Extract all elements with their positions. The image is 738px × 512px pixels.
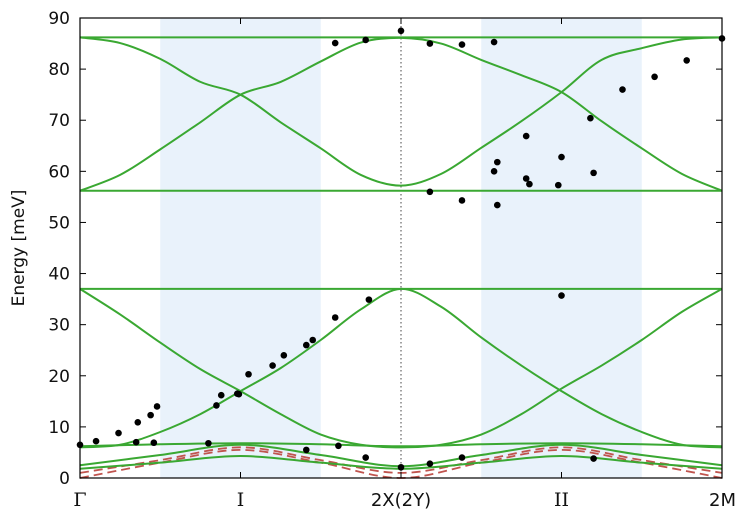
y-axis-ticks: 0 10 20 30 40 50 60 70 80 90 xyxy=(48,9,722,489)
measured-data-points xyxy=(76,27,726,471)
data-point-21 xyxy=(335,442,342,450)
data-point-24 xyxy=(397,463,405,471)
solid-curve-8 xyxy=(79,442,723,448)
data-point-39 xyxy=(490,38,498,46)
data-point-46 xyxy=(458,197,466,204)
data-point-9 xyxy=(153,403,161,410)
data-point-33 xyxy=(522,132,530,140)
data-point-18 xyxy=(309,336,317,344)
data-point-34 xyxy=(587,114,594,122)
x-tick-label: 2X(2Y) xyxy=(371,490,431,511)
x-tick-label: Γ xyxy=(73,489,86,511)
data-point-29 xyxy=(522,175,530,182)
data-point-49 xyxy=(558,292,565,299)
data-point-27 xyxy=(490,168,498,175)
data-point-42 xyxy=(397,27,405,35)
data-point-40 xyxy=(458,41,466,48)
data-point-23 xyxy=(362,454,369,461)
data-point-5 xyxy=(134,418,142,426)
solid-curve-3 xyxy=(79,36,723,187)
data-point-11 xyxy=(217,391,225,399)
data-point-32 xyxy=(558,153,565,161)
shaded-region-2 xyxy=(481,18,642,478)
data-point-14 xyxy=(235,390,243,398)
data-point-37 xyxy=(683,57,690,64)
data-point-10 xyxy=(213,402,220,409)
data-point-41 xyxy=(426,40,434,47)
data-point-3 xyxy=(115,429,122,437)
solid-curve-4 xyxy=(79,36,723,192)
data-point-8 xyxy=(147,411,154,419)
data-point-16 xyxy=(280,352,288,359)
y-tick-label: 80 xyxy=(48,60,70,80)
data-point-17 xyxy=(303,341,310,349)
y-axis-label: Energy [meV] xyxy=(9,190,29,307)
data-point-22 xyxy=(303,446,310,454)
y-tick-label: 50 xyxy=(48,213,70,233)
data-point-2 xyxy=(92,437,100,445)
y-tick-label: 60 xyxy=(48,162,70,182)
data-point-30 xyxy=(554,181,562,189)
data-point-6 xyxy=(150,439,158,447)
data-point-36 xyxy=(651,73,658,81)
x-axis-ticks: Γ I 2X(2Y) II 2M xyxy=(73,18,736,511)
data-point-48 xyxy=(526,180,533,188)
x-tick-label: I xyxy=(237,489,245,511)
data-point-20 xyxy=(365,296,373,303)
solid-curve-6 xyxy=(79,288,723,449)
data-point-47 xyxy=(494,201,501,209)
data-point-26 xyxy=(458,454,466,461)
y-tick-label: 40 xyxy=(48,265,70,285)
data-point-19 xyxy=(331,314,339,321)
data-point-25 xyxy=(426,460,434,467)
data-point-45 xyxy=(426,188,434,196)
y-tick-label: 30 xyxy=(48,316,70,336)
data-point-13 xyxy=(245,370,252,378)
x-tick-label: II xyxy=(554,489,569,511)
data-point-50 xyxy=(590,455,597,462)
x-tick-label: 2M xyxy=(709,490,736,511)
y-tick-label: 10 xyxy=(48,418,70,438)
data-point-28 xyxy=(494,158,501,166)
y-tick-label: 70 xyxy=(48,111,70,131)
y-tick-label: 0 xyxy=(59,469,70,489)
data-point-4 xyxy=(132,438,140,446)
data-point-31 xyxy=(590,169,597,177)
data-point-35 xyxy=(619,86,626,93)
shaded-region-1 xyxy=(160,18,321,478)
data-point-15 xyxy=(269,362,276,369)
data-point-7 xyxy=(205,439,212,447)
data-point-43 xyxy=(362,36,369,44)
data-point-44 xyxy=(331,39,339,47)
y-tick-label: 90 xyxy=(48,9,70,29)
y-tick-label: 20 xyxy=(48,367,70,387)
solid-curve-7 xyxy=(79,287,723,449)
